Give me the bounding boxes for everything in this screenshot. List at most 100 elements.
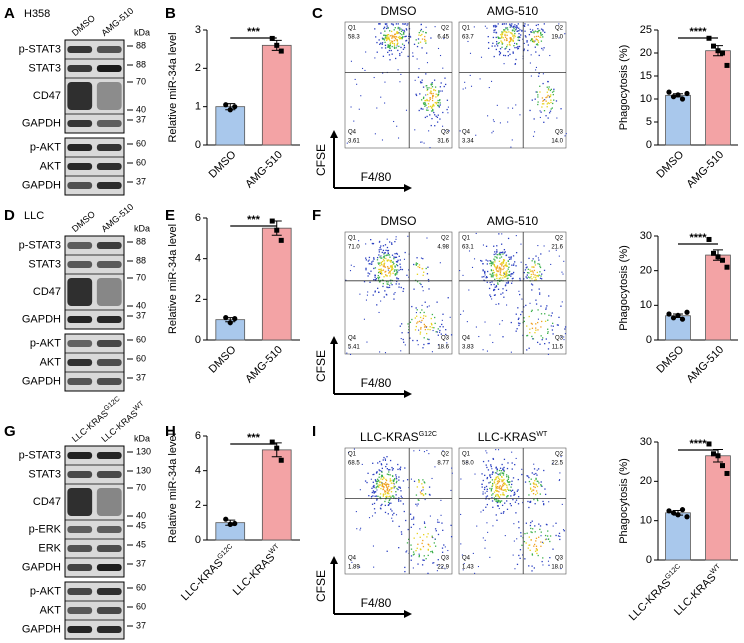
- event-dot: [390, 279, 392, 281]
- event-dot: [517, 322, 520, 324]
- event-dot: [432, 537, 434, 539]
- event-dot: [527, 49, 529, 52]
- event-dot: [565, 133, 567, 135]
- event-dot: [473, 26, 475, 28]
- event-dot: [378, 473, 381, 475]
- event-dot: [383, 26, 386, 28]
- event-dot: [380, 96, 382, 98]
- event-dot: [487, 115, 489, 117]
- event-dot: [516, 26, 518, 28]
- event-dot: [397, 27, 399, 30]
- event-dot: [489, 556, 491, 558]
- event-dot: [400, 495, 402, 497]
- event-dot: [553, 99, 555, 101]
- event-dot: [491, 261, 493, 264]
- event-dot: [500, 512, 502, 514]
- event-dot: [512, 271, 515, 274]
- x-tick-label-main: AMG-510: [243, 344, 285, 386]
- panel-letter: A: [4, 5, 15, 22]
- event-dot: [526, 274, 528, 276]
- event-dot: [382, 493, 385, 495]
- blot-band: [96, 163, 122, 170]
- event-dot: [503, 252, 506, 254]
- event-dot: [381, 251, 383, 254]
- event-dot: [499, 273, 501, 276]
- event-dot: [392, 520, 394, 522]
- event-dot: [543, 47, 545, 49]
- event-dot: [391, 37, 393, 39]
- event-dot: [531, 554, 534, 556]
- event-dot: [492, 341, 494, 344]
- x-tick-label-main: DMSO: [207, 343, 239, 375]
- event-dot: [373, 76, 375, 79]
- event-dot: [434, 89, 437, 92]
- event-dot: [387, 33, 390, 36]
- event-dot: [540, 253, 542, 255]
- event-dot: [515, 251, 518, 254]
- event-dot: [541, 560, 543, 563]
- event-dot: [425, 326, 427, 328]
- event-dot: [437, 104, 439, 106]
- event-dot: [379, 496, 381, 498]
- event-dot: [555, 522, 557, 524]
- event-dot: [504, 502, 506, 504]
- event-dot: [507, 121, 509, 123]
- event-dot: [429, 515, 431, 517]
- event-dot: [426, 89, 428, 91]
- event-dot: [505, 27, 507, 29]
- blot-label: p-STAT3: [19, 239, 61, 251]
- x-tick-label-sup: WT: [710, 563, 723, 576]
- event-dot: [513, 491, 516, 494]
- event-dot: [399, 486, 401, 488]
- event-dot: [407, 235, 409, 237]
- event-dot: [390, 487, 392, 489]
- event-dot: [508, 31, 510, 33]
- event-dot: [459, 130, 461, 132]
- event-dot: [540, 485, 542, 487]
- blot-band: [67, 452, 93, 459]
- event-dot: [500, 475, 503, 478]
- event-dot: [476, 525, 478, 527]
- event-dot: [351, 561, 353, 563]
- x-tick-label-main: AMG-510: [684, 149, 726, 191]
- y-tick-label: 15: [640, 70, 652, 82]
- event-dot: [397, 259, 399, 261]
- event-dot: [510, 256, 512, 258]
- event-dot: [513, 523, 515, 525]
- event-dot: [426, 536, 428, 538]
- event-dot: [499, 280, 501, 283]
- event-dot: [501, 476, 503, 478]
- event-dot: [529, 501, 532, 503]
- event-dot: [360, 527, 362, 529]
- event-dot: [492, 272, 494, 274]
- event-dot: [540, 481, 542, 483]
- event-dot: [387, 44, 389, 46]
- event-dot: [514, 493, 516, 495]
- event-dot: [425, 315, 427, 317]
- event-dot: [419, 30, 422, 32]
- event-dot: [430, 91, 432, 93]
- event-dot: [430, 90, 432, 92]
- event-dot: [517, 45, 519, 48]
- event-dot: [500, 251, 503, 254]
- event-dot: [444, 77, 446, 79]
- event-dot: [346, 352, 348, 354]
- event-dot: [496, 266, 498, 268]
- event-dot: [395, 236, 397, 238]
- event-dot: [379, 264, 381, 267]
- event-dot: [374, 479, 377, 481]
- event-dot: [445, 329, 447, 331]
- event-dot: [422, 108, 424, 110]
- event-dot: [387, 469, 390, 471]
- event-dot: [506, 486, 508, 488]
- event-dot: [548, 102, 550, 105]
- event-dot: [407, 55, 409, 58]
- event-dot: [493, 271, 495, 274]
- event-dot: [540, 535, 542, 537]
- event-dot: [467, 40, 469, 43]
- event-dot: [372, 485, 374, 488]
- event-dot: [392, 468, 394, 470]
- blot-strip: [65, 255, 124, 274]
- event-dot: [395, 252, 398, 255]
- event-dot: [547, 94, 549, 97]
